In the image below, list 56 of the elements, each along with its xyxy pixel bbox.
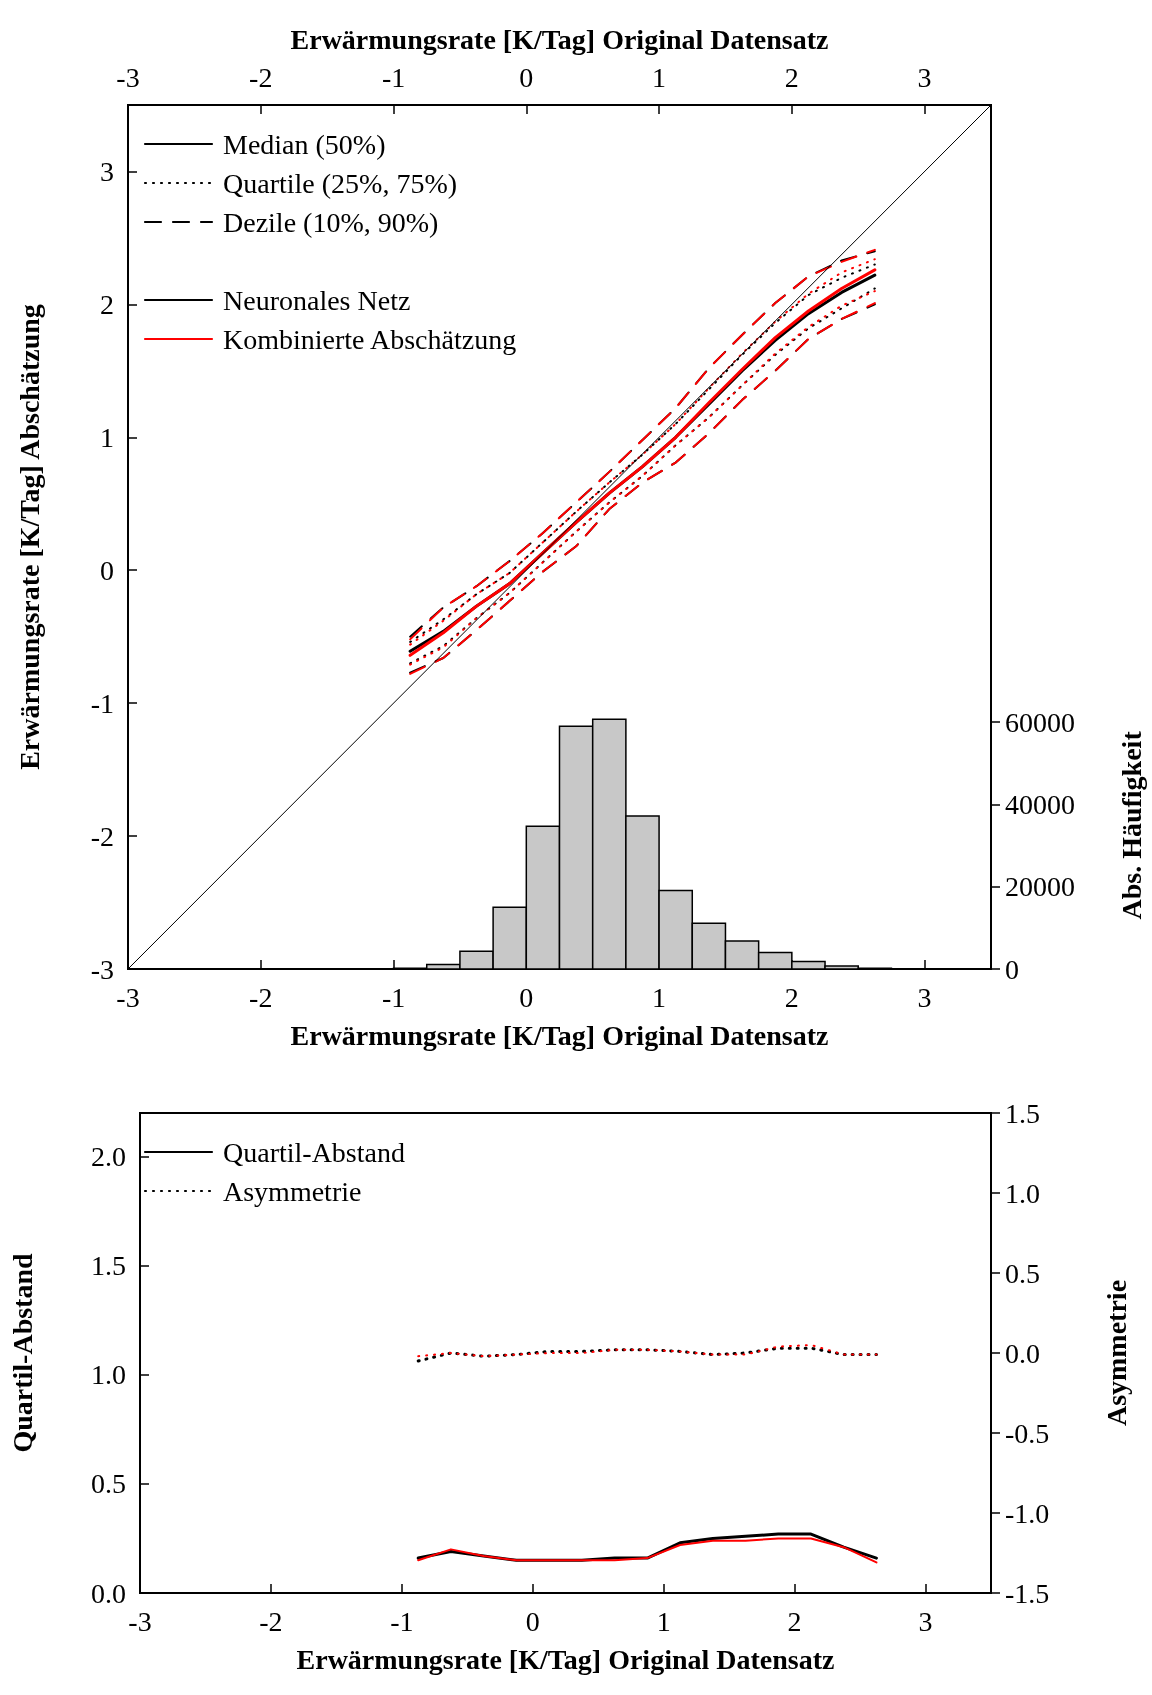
y2-tick-label: -1.0 — [1005, 1497, 1050, 1529]
legend-label: Asymmetrie — [223, 1175, 362, 1207]
legend-label: Kombinierte Abschätzung — [223, 323, 517, 355]
x-tick-label: 3 — [918, 1605, 933, 1637]
x2-tick-label: -2 — [249, 61, 273, 93]
x-tick-label: 2 — [787, 1605, 802, 1637]
y-tick-label: 0.5 — [91, 1468, 126, 1500]
y-tick-label: 0.0 — [91, 1577, 126, 1609]
y-tick-label: -3 — [90, 953, 114, 985]
x-tick-label: -2 — [249, 981, 273, 1013]
y2-tick-label: 1.0 — [1005, 1177, 1040, 1209]
x2-tick-label: 0 — [519, 61, 534, 93]
y2-axis-title: Abs. Häufigkeit — [1115, 730, 1147, 920]
x-tick-label: 0 — [525, 1605, 540, 1637]
x2-tick-label: 2 — [784, 61, 799, 93]
y2-tick-label: -1.5 — [1005, 1577, 1050, 1609]
y-tick-label: 3 — [100, 155, 114, 187]
y2-tick-label: 20000 — [1005, 871, 1075, 903]
y2-tick-label: 0 — [1005, 953, 1019, 985]
annotation: Dezile (10%, 90%) — [223, 206, 439, 238]
x2-tick-label: 3 — [917, 61, 932, 93]
x-tick-label: 1 — [652, 981, 667, 1013]
annotation: Median (50%) — [223, 128, 386, 160]
x-tick-label: 1 — [656, 1605, 671, 1637]
y2-tick-label: 0.0 — [1005, 1337, 1040, 1369]
y2-tick-label: 1.5 — [1005, 1097, 1040, 1129]
y-axis-title: Quartil-Abstand — [6, 1253, 38, 1453]
y-tick-label: 0 — [100, 554, 114, 586]
x-axis-title: Erwärmungsrate [K/Tag] Original Datensatz — [296, 1643, 835, 1675]
x-tick-label: -1 — [381, 981, 406, 1013]
y-tick-label: -2 — [90, 820, 114, 852]
x2-tick-label: -1 — [381, 61, 406, 93]
x-tick-label: 2 — [784, 981, 799, 1013]
y2-tick-label: 0.5 — [1005, 1257, 1040, 1289]
x2-axis-title: Erwärmungsrate [K/Tag] Original Datensatz — [290, 23, 829, 55]
y2-tick-label: -0.5 — [1005, 1417, 1050, 1449]
y-tick-label: 2.0 — [91, 1141, 126, 1173]
x-tick-label: 0 — [519, 981, 534, 1013]
y-tick-label: 2 — [100, 288, 114, 320]
x-tick-label: -1 — [390, 1605, 414, 1637]
x-tick-label: -2 — [259, 1605, 283, 1637]
y-tick-label: 1.5 — [91, 1250, 126, 1282]
y2-tick-label: 60000 — [1005, 706, 1075, 738]
x-tick-label: -3 — [128, 1605, 152, 1637]
x-tick-label: 3 — [917, 981, 932, 1013]
y-tick-label: -1 — [90, 687, 114, 719]
y-axis-title: Erwärmungsrate [K/Tag] Abschätzung — [13, 304, 45, 770]
y-tick-label: 1.0 — [91, 1359, 126, 1391]
legend-label: Neuronales Netz — [223, 284, 411, 316]
legend-label: Quartil-Abstand — [223, 1136, 405, 1168]
y-tick-label: 1 — [100, 421, 114, 453]
annotation: Quartile (25%, 75%) — [223, 167, 458, 199]
y2-axis-title: Asymmetrie — [1100, 1279, 1132, 1427]
y2-tick-label: 40000 — [1005, 788, 1075, 820]
x-axis-title: Erwärmungsrate [K/Tag] Original Datensatz — [290, 1019, 829, 1051]
x2-tick-label: 1 — [652, 61, 667, 93]
